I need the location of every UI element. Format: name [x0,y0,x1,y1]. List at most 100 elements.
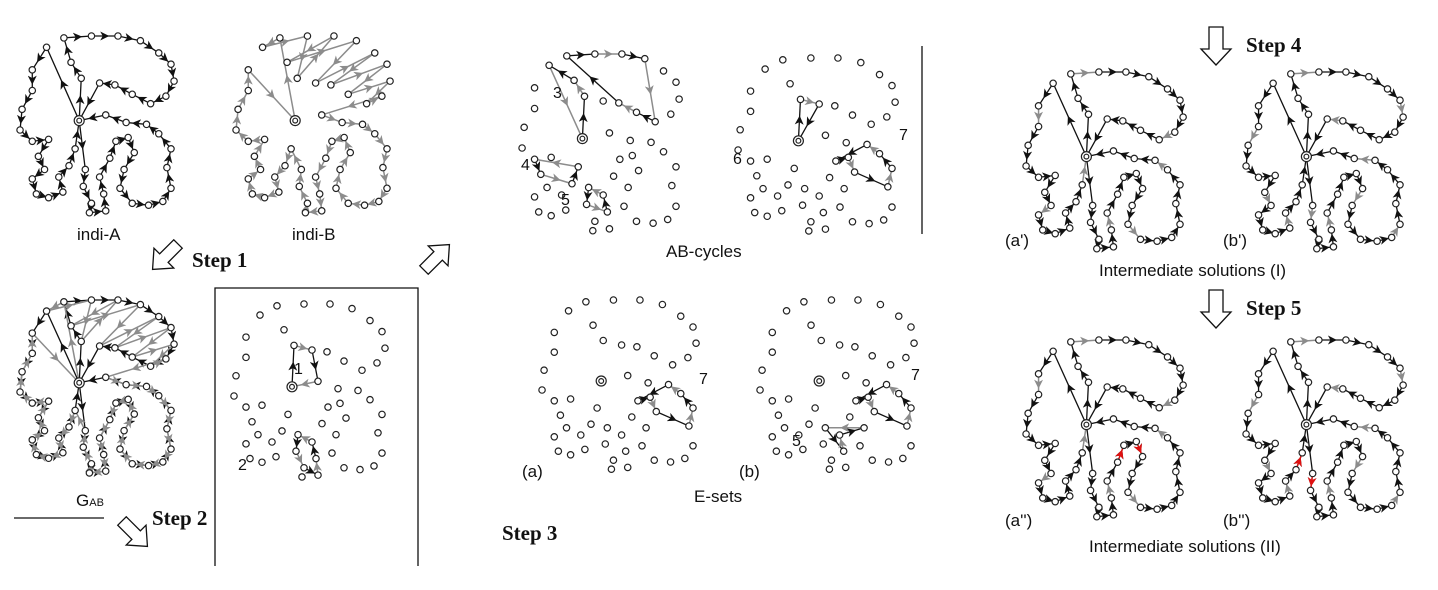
indi-b-node [260,193,269,202]
indi-b-node [248,190,257,198]
eset-b-node [862,378,870,387]
ab1-cycle2-edge [534,158,579,169]
eset-a-node [689,404,697,412]
ab2-node [796,95,805,104]
inter-a-dprime-node [1132,437,1141,446]
inter-a-dprime-node [1122,336,1130,344]
step3-arrow-icon [418,243,451,276]
ab2-node [815,100,824,108]
inter-b-prime-node [1387,233,1396,242]
ab1-node [561,206,570,214]
ab1-node [672,78,680,87]
indi-b-edge-b [315,40,357,84]
indi-b-node [375,197,383,206]
inter-a-prime-node [1084,110,1093,119]
caption-b-dprime: (b'') [1223,511,1250,530]
inter-b-prime-node [1348,201,1356,210]
step2-cycle1-edge [309,349,319,382]
ab1-node [620,202,628,211]
caption-a-dprime: (a'') [1005,511,1032,530]
gab-node [163,424,171,433]
step2-node [324,403,332,411]
ab1-node [647,138,655,147]
cycle-number-5: 5 [561,192,570,209]
gab-hub-core [76,379,83,386]
ab1-node [580,92,589,101]
inter-a-prime-node [1095,68,1103,76]
step5-arrow-icon [1199,289,1233,329]
inter-b-prime-node [1373,237,1381,246]
ab2-node [746,107,755,116]
inter-a-prime-node [1109,243,1118,251]
inter-b-dprime-edge [1305,386,1328,425]
gab-node [122,380,130,389]
inter-b-dprime-node [1313,512,1321,521]
inter-a-prime-node [1047,201,1055,210]
gab-node [28,329,37,337]
indi-b-node [352,36,361,45]
eset-a-node [676,389,685,398]
inter-a-prime-node [1136,126,1145,135]
eset-b-node [800,297,808,306]
inter-b-dprime-node [1327,494,1336,502]
indi-a-node [128,90,137,99]
inter-b-prime-node [1258,226,1267,234]
eset-b-node [758,366,766,375]
eset-b-node [907,323,915,331]
step2-node [374,428,382,437]
ab2-node [888,203,896,211]
ab1-node [672,163,680,171]
inter-b-prime-edge [1345,69,1369,78]
inter-a-prime-node [1024,141,1032,150]
inter-b-prime-edge [1290,68,1319,78]
indi-a-node [116,184,124,193]
inter-b-prime-node [1242,162,1250,170]
gab-edge [63,296,92,306]
eset-a-node [550,348,559,357]
inter-b-dprime-node [1294,362,1302,371]
inter-a-dprime-node [1155,403,1164,412]
inter-b-prime-node [1365,72,1373,81]
eset-a-node [646,393,654,402]
step2-node [314,471,322,479]
eset-b-node [768,348,777,357]
inter-a-prime-node [1171,128,1179,136]
eset-a-node [617,341,626,349]
inter-b-dprime-node [1383,433,1392,442]
inter-b-prime-node [1254,173,1263,182]
indi-a-node [167,60,175,68]
inter-a-dprime-node [1072,465,1080,474]
inter-b-dprime-node [1315,503,1323,512]
inter-a-prime-edge [1084,156,1094,206]
ab1-node [675,95,683,103]
ab1-cycle1-edge [548,64,584,139]
eset-a-node [609,456,618,465]
inter-a-dprime-node [1095,336,1103,344]
inter-a-prime-edge [1038,82,1054,107]
step2-node [318,419,326,428]
inter-b-dprime-edge [1290,336,1319,346]
inter-b-prime-node [1399,113,1407,121]
indi-a-node [142,120,151,129]
gab-node [128,353,137,361]
inter-b-dprime-node [1373,505,1381,514]
step2-node [314,377,322,386]
step2-node [381,344,389,352]
inter-b-dprime-node [1271,439,1280,448]
cycle-number-7-eb: 7 [911,367,920,384]
indi-b-node [344,90,353,99]
gab-edge-b [70,299,119,327]
gab-node [95,342,104,350]
eset-b-node [811,404,819,412]
inter-b-prime-node [1285,224,1294,232]
eset-b-node [805,420,813,429]
indi-b-edge-b [315,52,376,84]
inter-b-prime-node [1287,70,1295,78]
eset-a-node [540,366,548,375]
ab2-node [763,212,772,221]
step2-node [300,300,308,308]
eset-a-node [692,339,700,348]
inter-b-dprime-node [1242,430,1250,438]
gab-edge-b [132,343,175,358]
inter-b-dprime-node [1254,441,1263,450]
